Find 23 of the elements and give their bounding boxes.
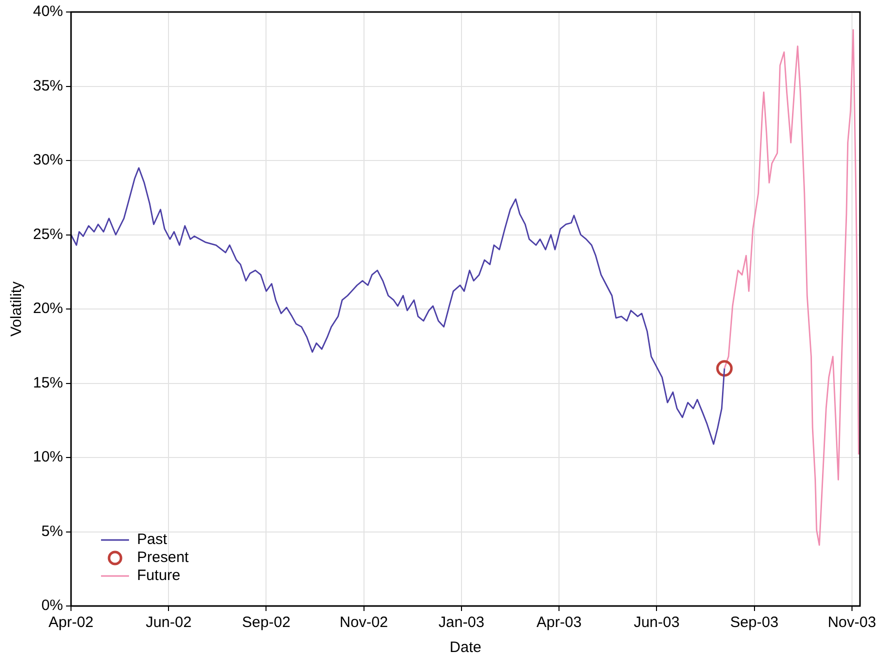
x-tick-label: Nov-02 xyxy=(340,614,388,632)
y-tick-label: 10% xyxy=(32,448,64,466)
y-tick-label: 25% xyxy=(32,226,64,243)
y-tick-label: 40% xyxy=(32,3,64,20)
x-tick-label: Apr-02 xyxy=(48,614,94,632)
x-axis-title: Date xyxy=(450,639,482,656)
y-tick-label: 20% xyxy=(32,300,64,318)
x-tick-label: Apr-03 xyxy=(536,614,582,632)
x-tick-label: Sep-03 xyxy=(730,614,778,632)
legend-label: Present xyxy=(137,549,190,566)
x-tick-label: Jun-02 xyxy=(146,614,192,632)
x-tick-label: Jun-03 xyxy=(634,614,680,632)
y-tick-label: 5% xyxy=(41,522,64,540)
x-tick-label: Sep-02 xyxy=(242,614,290,632)
y-tick-label: 35% xyxy=(32,77,64,94)
legend-label: Past xyxy=(137,531,168,548)
y-axis-title: Volatility xyxy=(8,280,26,337)
x-tick-label: Jan-03 xyxy=(438,614,484,632)
y-tick-label: 0% xyxy=(41,597,64,614)
x-tick-label: Nov-03 xyxy=(828,614,876,632)
legend-label: Future xyxy=(137,567,180,584)
y-tick-label: 15% xyxy=(32,374,64,392)
y-tick-label: 30% xyxy=(32,152,64,169)
